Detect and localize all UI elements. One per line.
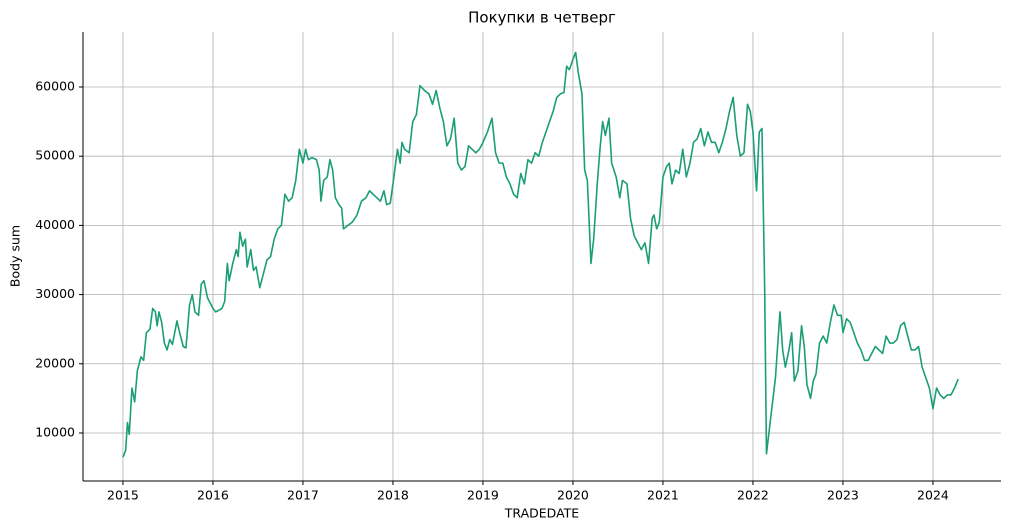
x-tick-label: 2021 (647, 488, 679, 503)
y-tick-label: 10000 (35, 424, 75, 439)
x-tick-label: 2020 (557, 488, 589, 503)
x-tick-label: 2024 (917, 488, 949, 503)
x-tick-label: 2015 (107, 488, 139, 503)
x-tick-label: 2022 (737, 488, 769, 503)
y-tick-label: 30000 (35, 286, 75, 301)
x-tick-label: 2018 (377, 488, 409, 503)
data-line (122, 51, 959, 458)
x-tick-label: 2017 (287, 488, 319, 503)
y-tick-label: 20000 (35, 355, 75, 370)
x-tick-label: 2019 (467, 488, 499, 503)
chart-title: Покупки в четверг (468, 9, 616, 27)
y-tick-label: 50000 (35, 148, 75, 163)
y-tick-label: 60000 (35, 79, 75, 94)
x-tick-label: 2016 (197, 488, 229, 503)
x-axis-label: TRADEDATE (504, 506, 580, 521)
y-tick-label: 40000 (35, 217, 75, 232)
y-axis-label: Body sum (8, 225, 23, 287)
x-tick-label: 2023 (827, 488, 859, 503)
